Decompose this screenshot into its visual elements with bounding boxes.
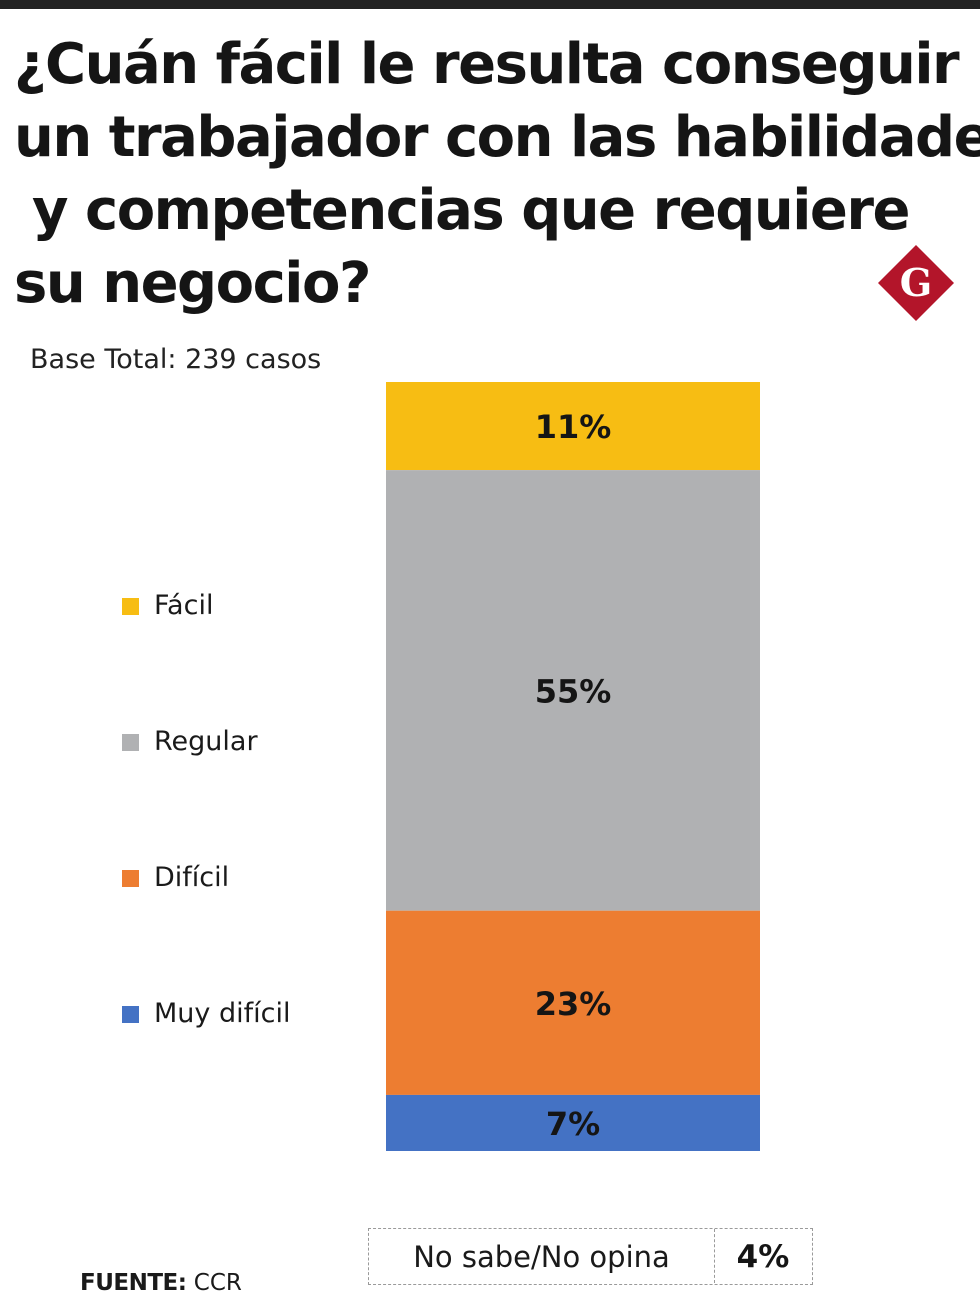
no-sabe-value: 4% (736, 1239, 790, 1275)
title-line-2: un trabajador con las habilidades (14, 105, 980, 170)
no-sabe-label: No sabe/No opina (369, 1229, 715, 1283)
legend-label-muy-dificil: Muy difícil (154, 998, 291, 1029)
no-sabe-box: No sabe/No opina 4% (368, 1228, 813, 1285)
data-label-facil: 11% (535, 408, 612, 446)
data-label-dificil: 23% (535, 985, 612, 1023)
bar-segment-facil (386, 382, 760, 471)
bar-segment-muy-dificil (386, 1094, 760, 1151)
source-note: FUENTE: CCR (80, 1270, 242, 1296)
chart-title: ¿Cuán fácil le resulta conseguir un trab… (14, 28, 980, 320)
data-label-muy-dificil: 7% (546, 1105, 600, 1143)
logo-letter: G (900, 260, 932, 305)
legend-label-dificil: Difícil (154, 862, 230, 893)
title-line-4: su negocio? (14, 251, 371, 316)
legend-swatch-dificil (122, 870, 139, 887)
top-bar (0, 0, 980, 9)
source-value: CCR (186, 1270, 242, 1296)
title-line-1: ¿Cuán fácil le resulta conseguir (14, 32, 960, 97)
legend-swatch-muy-dificil (122, 1006, 139, 1023)
legend-label-facil: Fácil (154, 590, 214, 621)
legend-swatch-facil (122, 598, 139, 615)
logo-diamond (878, 245, 954, 321)
base-total-label: Base Total: 239 casos (30, 344, 322, 375)
data-label-regular: 55% (535, 672, 612, 710)
source-label: FUENTE: (80, 1270, 187, 1296)
legend-swatch-regular (122, 734, 139, 751)
legend-label-regular: Regular (154, 726, 258, 757)
bar-segment-dificil (386, 910, 760, 1095)
bar-segment-regular (386, 470, 760, 911)
brand-logo-icon: G (878, 245, 954, 321)
title-line-3: y competencias que requiere (14, 178, 910, 243)
